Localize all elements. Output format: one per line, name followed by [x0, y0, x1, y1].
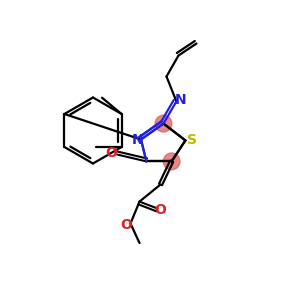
Text: O: O — [120, 218, 132, 232]
Text: N: N — [132, 133, 143, 146]
Circle shape — [163, 153, 180, 170]
Text: O: O — [154, 203, 166, 217]
Text: N: N — [175, 93, 187, 107]
Circle shape — [155, 115, 172, 132]
Text: O: O — [106, 146, 118, 160]
Text: S: S — [187, 134, 197, 147]
